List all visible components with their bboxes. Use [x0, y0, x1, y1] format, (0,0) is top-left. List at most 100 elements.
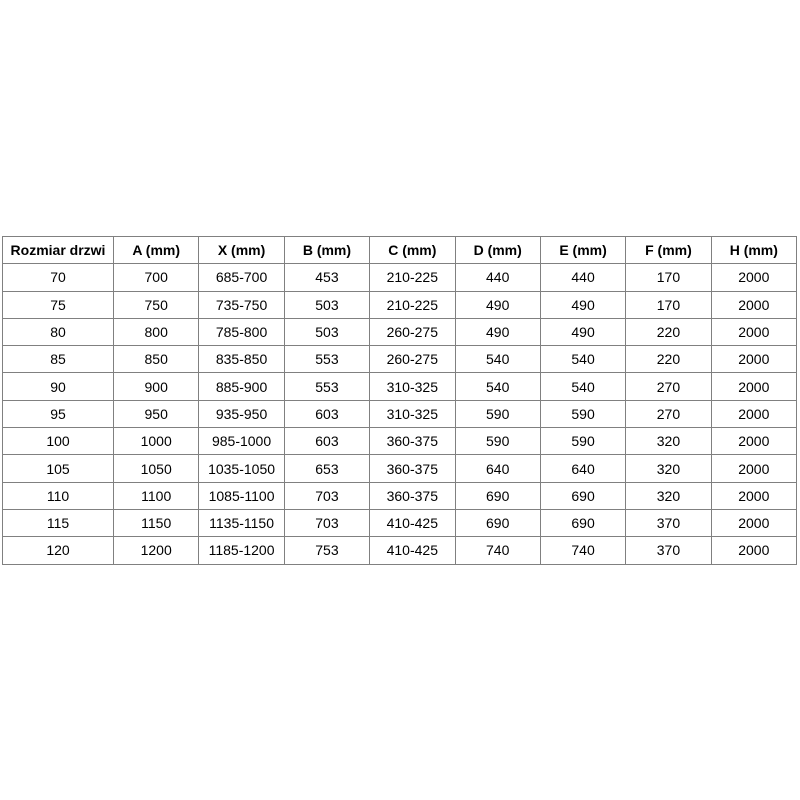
table-cell: 2000: [710, 372, 798, 401]
table-cell: 1150: [112, 508, 200, 538]
table-cell: 690: [454, 481, 541, 510]
table-cell: 540: [454, 372, 541, 401]
column-header: C (mm): [369, 235, 456, 265]
column-header: E (mm): [539, 235, 627, 265]
table-cell: 685-700: [198, 263, 285, 292]
table-cell: 115: [2, 508, 114, 538]
table-header-row: Rozmiar drzwi A (mm) X (mm) B (mm) C (mm) D (…: [2, 235, 798, 265]
table-cell: 2000: [710, 454, 798, 483]
table-cell: 603: [283, 427, 371, 456]
table-cell: 590: [454, 427, 541, 456]
table-cell: 703: [283, 508, 371, 538]
table-cell: 490: [454, 317, 541, 347]
table-cell: 703: [283, 481, 371, 510]
table-cell: 170: [625, 290, 712, 319]
table-cell: 603: [283, 399, 371, 429]
table-cell: 1035-1050: [198, 454, 285, 483]
table-cell: 540: [454, 345, 541, 374]
table-row: 110 1100 1085-1100 703 360-375 690 690 320 2000: [2, 481, 798, 510]
table-cell: 835-850: [198, 345, 285, 374]
table-cell: 260-275: [369, 345, 456, 374]
table-row: 95 950 935-950 603 310-325 590 590 270 2000: [2, 399, 798, 429]
table-cell: 740: [539, 536, 627, 565]
table-cell: 490: [454, 290, 541, 319]
table-cell: 1135-1150: [198, 508, 285, 538]
table-cell: 75: [2, 290, 114, 319]
table-row: 120 1200 1185-1200 753 410-425 740 740 370 2000: [2, 536, 798, 565]
table-cell: 2000: [710, 427, 798, 456]
table-row: 105 1050 1035-1050 653 360-375 640 640 320 2000: [2, 454, 798, 483]
table-cell: 70: [2, 263, 114, 292]
table-cell: 490: [539, 290, 627, 319]
table-row: 85 850 835-850 553 260-275 540 540 220 2000: [2, 345, 798, 374]
table-cell: 885-900: [198, 372, 285, 401]
table-header: Rozmiar drzwi A (mm) X (mm) B (mm) C (mm) D (…: [2, 235, 798, 265]
table-cell: 540: [539, 345, 627, 374]
door-size-spec-table: Rozmiar drzwi A (mm) X (mm) B (mm) C (mm) D (…: [2, 235, 798, 565]
table-cell: 2000: [710, 290, 798, 319]
table-cell: 900: [112, 372, 200, 401]
table-cell: 640: [454, 454, 541, 483]
table-row: 90 900 885-900 553 310-325 540 540 270 2000: [2, 372, 798, 401]
table-cell: 320: [625, 427, 712, 456]
column-header: D (mm): [454, 235, 541, 265]
table-cell: 850: [112, 345, 200, 374]
table-row: 80 800 785-800 503 260-275 490 490 220 2000: [2, 317, 798, 347]
table-cell: 503: [283, 317, 371, 347]
table-cell: 2000: [710, 481, 798, 510]
table-cell: 540: [539, 372, 627, 401]
column-header: A (mm): [112, 235, 200, 265]
table-cell: 590: [454, 399, 541, 429]
table-cell: 2000: [710, 345, 798, 374]
table-cell: 370: [625, 536, 712, 565]
table-cell: 2000: [710, 263, 798, 292]
table-cell: 1085-1100: [198, 481, 285, 510]
table-cell: 80: [2, 317, 114, 347]
table-cell: 2000: [710, 508, 798, 538]
table-cell: 490: [539, 317, 627, 347]
table-cell: 950: [112, 399, 200, 429]
table-cell: 503: [283, 290, 371, 319]
table-cell: 800: [112, 317, 200, 347]
table-body: 70 700 685-700 453 210-225 440 440 170 2000 75 750…: [2, 263, 798, 565]
table-cell: 220: [625, 317, 712, 347]
table-cell: 320: [625, 454, 712, 483]
table-cell: 1000: [112, 427, 200, 456]
column-header: F (mm): [625, 235, 712, 265]
table-cell: 2000: [710, 317, 798, 347]
table-cell: 270: [625, 399, 712, 429]
table-cell: 95: [2, 399, 114, 429]
table-cell: 370: [625, 508, 712, 538]
table-cell: 735-750: [198, 290, 285, 319]
table-row: 75 750 735-750 503 210-225 490 490 170 2000: [2, 290, 798, 319]
table-row: 100 1000 985-1000 603 360-375 590 590 320 2000: [2, 427, 798, 456]
table-cell: 1050: [112, 454, 200, 483]
table-cell: 553: [283, 345, 371, 374]
table-cell: 2000: [710, 399, 798, 429]
table-cell: 690: [454, 508, 541, 538]
table-cell: 440: [539, 263, 627, 292]
table-cell: 753: [283, 536, 371, 565]
table-cell: 210-225: [369, 290, 456, 319]
table-cell: 1200: [112, 536, 200, 565]
table-cell: 85: [2, 345, 114, 374]
table-cell: 310-325: [369, 399, 456, 429]
table-cell: 270: [625, 372, 712, 401]
table-cell: 553: [283, 372, 371, 401]
table-cell: 320: [625, 481, 712, 510]
table-cell: 410-425: [369, 508, 456, 538]
table-cell: 590: [539, 399, 627, 429]
table-cell: 1185-1200: [198, 536, 285, 565]
table-cell: 210-225: [369, 263, 456, 292]
table-cell: 640: [539, 454, 627, 483]
table-cell: 750: [112, 290, 200, 319]
column-header: X (mm): [198, 235, 285, 265]
table-cell: 90: [2, 372, 114, 401]
table-cell: 120: [2, 536, 114, 565]
column-header: H (mm): [710, 235, 798, 265]
table-cell: 360-375: [369, 427, 456, 456]
column-header: Rozmiar drzwi: [2, 235, 114, 265]
table-row: 115 1150 1135-1150 703 410-425 690 690 370 2000: [2, 508, 798, 538]
table-cell: 453: [283, 263, 371, 292]
table-cell: 1100: [112, 481, 200, 510]
